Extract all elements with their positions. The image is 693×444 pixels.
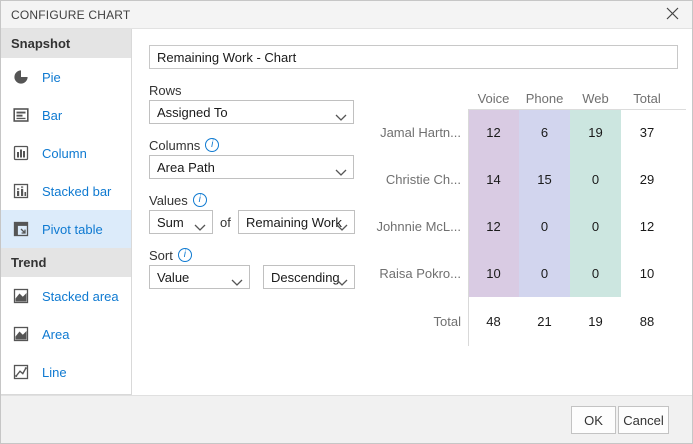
pivot-cell: 37 (639, 125, 655, 140)
pivot-cell: 0 (570, 203, 621, 250)
info-icon[interactable] (177, 248, 192, 262)
sidebar-item-stacked-bar[interactable]: Stacked bar (1, 172, 131, 210)
pivot-column-header: Web (582, 90, 609, 106)
ok-button[interactable]: OK (571, 406, 616, 434)
sidebar-item-pie[interactable]: Pie (1, 58, 131, 96)
sidebar-item-label: Stacked bar (42, 183, 112, 199)
stacked-bar-icon (13, 183, 29, 199)
pivot-column-header: Phone (525, 90, 564, 106)
area-icon (13, 326, 29, 342)
rows-label: Rows (149, 82, 182, 98)
pivot-cell: 12 (468, 203, 519, 250)
section-header-trend: Trend (1, 248, 131, 277)
sidebar-item-pivot-table[interactable]: Pivot table (1, 210, 131, 248)
cancel-button[interactable]: Cancel (618, 406, 669, 434)
info-icon[interactable] (205, 138, 220, 152)
pivot-total-row-label: Total (433, 314, 461, 329)
pie-icon (13, 69, 29, 85)
dialog-footer: OK Cancel (1, 395, 692, 443)
rows-dropdown[interactable]: Assigned To (149, 100, 354, 124)
chevron-down-icon (336, 219, 348, 233)
close-button[interactable] (660, 4, 684, 26)
pivot-table-icon (13, 221, 29, 237)
column-icon (13, 145, 29, 161)
pivot-row-label: Jamal Hartn... (380, 125, 461, 140)
pivot-left-divider (468, 109, 469, 346)
pivot-cell: 0 (570, 156, 621, 203)
sidebar-item-label: Area (42, 326, 70, 342)
dialog-content: Rows Assigned To Columns Area Path Value… (132, 29, 692, 395)
pivot-cell: 29 (639, 172, 655, 187)
line-icon (13, 364, 29, 380)
pivot-row-label: Johnnie McL... (376, 219, 461, 234)
sidebar-item-label: Bar (42, 107, 63, 123)
pivot-cell: 10 (639, 266, 655, 281)
chevron-down-icon (335, 109, 347, 123)
pivot-column-header: Voice (477, 90, 510, 106)
chevron-down-icon (194, 219, 206, 233)
pivot-cell: 19 (570, 109, 621, 156)
sidebar-item-label: Stacked area (42, 288, 119, 304)
sidebar-item-label: Pivot table (42, 221, 103, 237)
values-field-dropdown[interactable]: Remaining Work (238, 210, 355, 234)
dialog-title: CONFIGURE CHART (11, 7, 131, 22)
pivot-cell: 12 (468, 109, 519, 156)
pivot-cell: 10 (468, 250, 519, 297)
pivot-row-label: Raisa Pokro... (379, 266, 461, 281)
close-icon (666, 7, 679, 23)
section-header-snapshot: Snapshot (1, 29, 131, 58)
chart-type-sidebar: Snapshot Pie Bar Column Stacked bar (1, 29, 132, 395)
pivot-header-divider (468, 109, 686, 110)
pivot-cell: 12 (639, 219, 655, 234)
pivot-cell: 0 (519, 203, 570, 250)
columns-label: Columns (149, 137, 220, 153)
sort-order-dropdown[interactable]: Descending (263, 265, 355, 289)
chevron-down-icon (335, 164, 347, 178)
pivot-cell: 15 (519, 156, 570, 203)
pivot-row-label: Christie Ch... (385, 172, 461, 187)
bar-icon (13, 107, 29, 123)
pivot-cell: 14 (468, 156, 519, 203)
pivot-total-cell: 88 (639, 314, 655, 329)
chevron-down-icon (231, 274, 243, 288)
sidebar-item-label: Pie (42, 69, 61, 85)
pivot-corner-cell (341, 87, 468, 109)
info-icon[interactable] (192, 193, 207, 207)
pivot-total-cell: 19 (588, 314, 603, 329)
sidebar-item-stacked-area[interactable]: Stacked area (1, 277, 131, 315)
sidebar-item-label: Column (42, 145, 87, 161)
sidebar-item-bar[interactable]: Bar (1, 96, 131, 134)
values-connector: of (220, 215, 231, 230)
pivot-cell: 0 (570, 250, 621, 297)
columns-dropdown[interactable]: Area Path (149, 155, 354, 179)
pivot-total-cell: 48 (486, 314, 501, 329)
pivot-column-header: Total (633, 90, 661, 106)
dialog-titlebar: CONFIGURE CHART (1, 1, 692, 29)
stacked-area-icon (13, 288, 29, 304)
pivot-cell: 6 (519, 109, 570, 156)
sidebar-item-line[interactable]: Line (1, 353, 131, 391)
sidebar-item-area[interactable]: Area (1, 315, 131, 353)
chart-name-input[interactable] (149, 45, 678, 69)
pivot-table-preview: Voice Phone Web Total Jamal Hartn... 12 … (341, 87, 673, 346)
pivot-total-cell: 21 (537, 314, 552, 329)
values-aggregate-dropdown[interactable]: Sum (149, 210, 213, 234)
sort-label: Sort (149, 247, 192, 263)
pivot-cell: 0 (519, 250, 570, 297)
sidebar-item-label: Line (42, 364, 67, 380)
values-label: Values (149, 192, 207, 208)
sidebar-item-column[interactable]: Column (1, 134, 131, 172)
chevron-down-icon (336, 274, 348, 288)
sort-by-dropdown[interactable]: Value (149, 265, 250, 289)
